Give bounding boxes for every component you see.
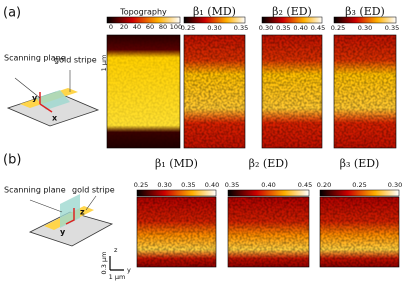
axis-y: y (127, 266, 131, 274)
3: 60 (146, 23, 154, 31)
colorbar (319, 189, 400, 197)
heatmap-texture (137, 197, 216, 267)
heatmap-texture (334, 35, 396, 148)
label: (a) (3, 6, 21, 21)
title: β₂ (ED) (249, 157, 289, 170)
2: 0.45 (298, 181, 312, 189)
axis-y: y (32, 94, 38, 103)
colorbar (227, 189, 310, 197)
title: Topography (119, 8, 167, 17)
0: 0.30 (259, 24, 273, 32)
2: 40 (133, 23, 141, 31)
heatmap-frame (106, 34, 181, 149)
3: 0.45 (311, 24, 325, 32)
schematic-b (28, 194, 114, 247)
1: 0.30 (358, 24, 372, 32)
colorbar (136, 189, 217, 197)
axis-z: z (114, 246, 118, 254)
title: β₁ (MD) (155, 157, 198, 170)
label: (b) (3, 153, 21, 168)
heatmap-texture (262, 35, 322, 148)
heatmap-texture (320, 197, 399, 267)
2: 0.35 (181, 181, 195, 189)
0: 0.35 (225, 181, 239, 189)
heatmap-texture (184, 35, 245, 148)
heatmap-frame (136, 196, 217, 268)
heatmap-texture (107, 35, 180, 148)
heatmap-frame (227, 196, 310, 268)
length-y: 1 µm (109, 273, 126, 281)
heatmap-frame (319, 196, 400, 268)
0: 0.20 (317, 181, 331, 189)
axis-x: x (52, 114, 58, 123)
1: 0.30 (157, 181, 171, 189)
1: 0.40 (261, 181, 275, 189)
1: 0.35 (276, 24, 290, 32)
title: β₃ (ED) (345, 5, 385, 18)
1: 20 (120, 23, 128, 31)
2: 0.35 (385, 24, 399, 32)
0: 0.25 (331, 24, 345, 32)
3: 0.40 (205, 181, 219, 189)
2: 0.40 (293, 24, 307, 32)
length-y: 1 µm (100, 55, 108, 72)
4: 80 (159, 23, 167, 31)
axis-y: y (60, 228, 66, 237)
heatmap-frame (333, 34, 397, 149)
2: 0.30 (388, 181, 402, 189)
title: β₃ (ED) (340, 157, 380, 170)
title: β₂ (ED) (272, 5, 312, 18)
colorbar (106, 16, 181, 24)
colorbar (183, 16, 246, 24)
1: 0.30 (207, 24, 221, 32)
heatmap-frame (183, 34, 246, 149)
2: 0.35 (234, 24, 248, 32)
schematic-a (6, 70, 100, 127)
heatmap-texture (228, 197, 309, 267)
stripe: gold stripe (72, 186, 115, 195)
length-z: 0.3 µm (100, 252, 108, 275)
5: 100 (170, 23, 182, 31)
0: 0.25 (134, 181, 148, 189)
0: 0.25 (181, 24, 195, 32)
1: 0.25 (352, 181, 366, 189)
0: 0 (109, 23, 113, 31)
axis-z: z (80, 208, 85, 217)
colorbar (333, 16, 397, 24)
heatmap-frame (261, 34, 323, 149)
plane: Scanning plane (4, 54, 66, 63)
stripe: gold stripe (54, 56, 97, 65)
plane: Scanning plane (4, 186, 66, 195)
colorbar (261, 16, 323, 24)
title: β₁ (MD) (193, 5, 236, 18)
